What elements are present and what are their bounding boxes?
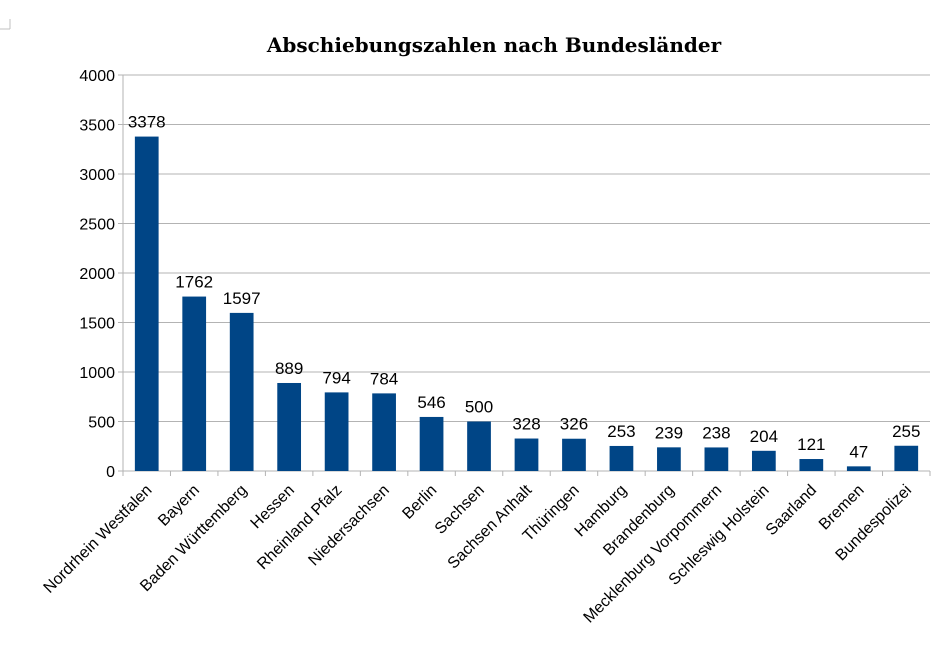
- bar: [799, 459, 824, 471]
- bar: [562, 438, 586, 471]
- y-tick-label: 2000: [79, 266, 115, 283]
- data-label: 238: [702, 423, 730, 442]
- y-tick-label: 4000: [79, 68, 115, 85]
- bar: [609, 445, 634, 471]
- bar: [182, 296, 207, 471]
- bar: [751, 450, 776, 471]
- data-label: 121: [797, 435, 825, 454]
- data-label: 889: [275, 359, 303, 378]
- data-label: 47: [849, 442, 868, 461]
- y-tick-label: 3000: [79, 167, 115, 184]
- data-label: 546: [417, 393, 445, 412]
- corner-mark: [0, 19, 11, 30]
- data-label: 1762: [175, 273, 213, 292]
- y-tick-label: 3500: [79, 118, 115, 135]
- bar: [324, 392, 349, 471]
- data-label: 1597: [223, 289, 261, 308]
- y-tick-label: 1000: [79, 365, 115, 382]
- bar: [846, 466, 871, 471]
- data-label: 794: [322, 368, 350, 387]
- y-tick-label: 1500: [79, 316, 115, 333]
- bar: [229, 312, 254, 471]
- bars: [134, 136, 919, 471]
- x-category-label: Sachsen Anhalt: [445, 481, 536, 572]
- bar: [134, 136, 159, 471]
- bar: [704, 447, 729, 471]
- x-category-label: Bayern: [155, 482, 203, 530]
- data-label: 500: [465, 398, 493, 417]
- bar: [419, 416, 444, 471]
- data-label: 253: [607, 422, 635, 441]
- x-category-label: Nordrhein Westfalen: [41, 482, 156, 597]
- data-labels: 3378 1762 1597 889 794 784 546 500 328 326 253 239 2…: [128, 113, 921, 462]
- gridlines: [118, 74, 931, 476]
- y-tick-label: 500: [88, 415, 115, 432]
- data-label: 328: [512, 415, 540, 434]
- bar: [467, 421, 491, 471]
- bar: [894, 445, 919, 471]
- y-tick-label: 0: [106, 464, 115, 481]
- x-category-label: Rheinland Pfalz: [254, 482, 345, 573]
- bar: [657, 447, 681, 471]
- data-label: 204: [750, 427, 778, 446]
- bar: [372, 393, 396, 471]
- bar: [514, 438, 539, 471]
- x-category-label: Saarland: [763, 482, 820, 539]
- y-axis-ticks: 0 500 1000 1500 2000 2500 3000 3500 4000: [79, 68, 115, 481]
- bar: [277, 382, 302, 471]
- data-label: 326: [560, 415, 588, 434]
- data-label: 239: [655, 423, 683, 442]
- x-category-label: Niedersachsen: [305, 482, 392, 569]
- y-tick-label: 2500: [79, 217, 115, 234]
- data-label: 255: [892, 422, 920, 441]
- data-label: 784: [370, 369, 398, 388]
- data-label: 3378: [128, 113, 166, 132]
- x-category-label: Berlin: [399, 482, 440, 523]
- chart-title: Abschiebungszahlen nach Bundesländer: [266, 33, 722, 57]
